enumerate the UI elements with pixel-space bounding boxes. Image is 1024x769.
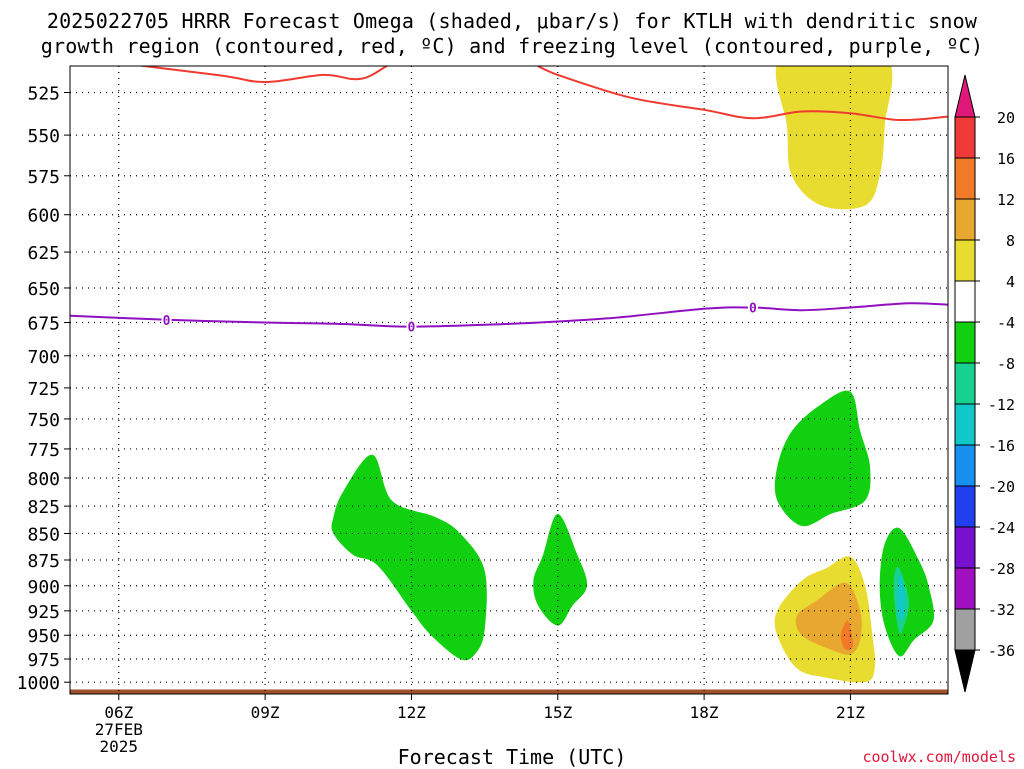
dendritic-growth-contour bbox=[135, 66, 948, 122]
colorbar-label: -16 bbox=[988, 437, 1015, 455]
colorbar-label: -24 bbox=[988, 519, 1015, 537]
axes-layer: 525 550 575 600 625 650 675 700 725 750 775 800 825 8… bbox=[17, 84, 866, 756]
colorbar-label: -28 bbox=[988, 560, 1015, 578]
colorbar-label: -12 bbox=[988, 396, 1015, 414]
contour-label-bg bbox=[161, 312, 172, 327]
colorbar-label: -36 bbox=[988, 642, 1015, 660]
colorbar-label: 20 bbox=[997, 109, 1015, 127]
y-tick-label: 775 bbox=[27, 440, 60, 461]
x-tick-year: 2025 bbox=[100, 737, 139, 756]
omega-region-1 bbox=[775, 66, 893, 210]
freezing-contour-label: 0 bbox=[163, 314, 171, 329]
y-tick-label: 850 bbox=[27, 524, 60, 545]
colorbar-segment bbox=[954, 157, 976, 200]
colorbar-label: -20 bbox=[988, 478, 1015, 496]
chart-title-line-2: growth region (contoured, red, ºC) and f… bbox=[40, 34, 984, 58]
y-tick-label: 825 bbox=[27, 497, 60, 518]
y-tick-label: 650 bbox=[27, 279, 60, 300]
colorbar-segment bbox=[954, 321, 976, 364]
omega-region-2 bbox=[331, 454, 487, 661]
colorbar-segment bbox=[954, 198, 976, 241]
colorbar-top-arrow bbox=[954, 74, 976, 118]
colorbar-label: 8 bbox=[1006, 232, 1015, 250]
y-tick-label: 1000 bbox=[17, 673, 60, 694]
colorbar-segment bbox=[954, 567, 976, 610]
colorbar-label: 4 bbox=[1006, 273, 1015, 291]
x-tick-label: 06Z bbox=[104, 703, 133, 722]
y-tick-label: 800 bbox=[27, 469, 60, 490]
freezing-contour-label: 0 bbox=[408, 321, 416, 336]
y-tick-label: 625 bbox=[27, 243, 60, 264]
y-tick-label: 750 bbox=[27, 410, 60, 431]
freezing-level-contour bbox=[70, 302, 948, 328]
colorbar-segment bbox=[954, 280, 976, 323]
plot-frame bbox=[69, 65, 949, 695]
y-tick-label: 975 bbox=[27, 650, 60, 671]
omega-shading-layer bbox=[70, 66, 948, 694]
surface-terrain-band bbox=[70, 689, 948, 694]
y-tick-label: 550 bbox=[27, 126, 60, 147]
freezing-contour-label: 0 bbox=[749, 301, 757, 316]
colorbar-bottom-arrow bbox=[954, 649, 976, 693]
y-tick-label: 525 bbox=[27, 84, 60, 105]
x-tick-date: 27FEB bbox=[95, 720, 143, 739]
x-tick-label: 18Z bbox=[690, 703, 719, 722]
y-tick-label: 725 bbox=[27, 379, 60, 400]
colorbar-segment bbox=[954, 444, 976, 487]
x-tick-label: 15Z bbox=[543, 703, 572, 722]
x-tick-label: 12Z bbox=[397, 703, 426, 722]
x-tick-label: 21Z bbox=[836, 703, 865, 722]
colorbar-label: -32 bbox=[988, 601, 1015, 619]
colorbar-segment bbox=[954, 485, 976, 528]
site-credit: coolwx.com/models bbox=[862, 748, 1016, 766]
colorbar-segment bbox=[954, 403, 976, 446]
colorbar: 20 16 12 8 4 -4 -8 -12 -16 -20 -24 -28 -32 -36 bbox=[954, 74, 1015, 693]
y-tick-label: 575 bbox=[27, 167, 60, 188]
colorbar-label: -8 bbox=[997, 355, 1015, 373]
y-tick-label: 900 bbox=[27, 577, 60, 598]
y-tick-label: 875 bbox=[27, 551, 60, 572]
y-tick-label: 700 bbox=[27, 347, 60, 368]
x-axis-label: Forecast Time (UTC) bbox=[397, 745, 627, 769]
omega-region-4 bbox=[774, 390, 871, 527]
colorbar-segment bbox=[954, 116, 976, 159]
gridlines bbox=[70, 66, 948, 694]
y-tick-label: 925 bbox=[27, 602, 60, 623]
y-tick-label: 675 bbox=[27, 314, 60, 335]
colorbar-label: 16 bbox=[997, 150, 1015, 168]
y-tick-label: 600 bbox=[27, 206, 60, 227]
contour-label-bg bbox=[406, 319, 417, 334]
colorbar-segment bbox=[954, 608, 976, 651]
colorbar-label: -4 bbox=[997, 314, 1015, 332]
colorbar-segment bbox=[954, 362, 976, 405]
x-tick-label: 09Z bbox=[251, 703, 280, 722]
colorbar-segment bbox=[954, 526, 976, 569]
colorbar-segment bbox=[954, 239, 976, 282]
contour-label-bg bbox=[747, 300, 758, 315]
colorbar-label: 12 bbox=[997, 191, 1015, 209]
y-tick-label: 950 bbox=[27, 626, 60, 647]
chart-title-line-1: 2025022705 HRRR Forecast Omega (shaded, … bbox=[46, 9, 978, 33]
contour-layer: 0 0 0 bbox=[70, 66, 948, 336]
omega-region-3 bbox=[533, 513, 588, 626]
